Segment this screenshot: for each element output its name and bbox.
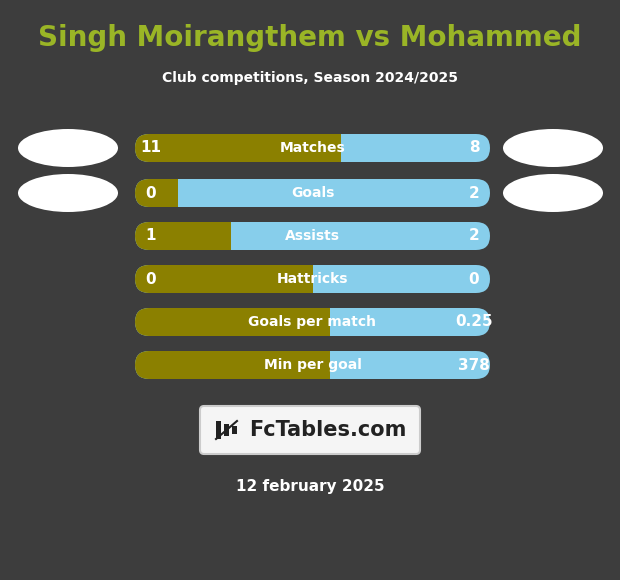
FancyBboxPatch shape: [135, 308, 330, 336]
FancyBboxPatch shape: [135, 134, 341, 162]
FancyBboxPatch shape: [135, 222, 490, 250]
Text: Matches: Matches: [280, 141, 345, 155]
Text: Hattricks: Hattricks: [277, 272, 348, 286]
FancyBboxPatch shape: [135, 265, 490, 293]
Bar: [316, 351, 330, 379]
FancyBboxPatch shape: [135, 308, 490, 336]
Text: Goals: Goals: [291, 186, 334, 200]
Text: 12 february 2025: 12 february 2025: [236, 478, 384, 494]
Text: FcTables.com: FcTables.com: [249, 420, 407, 440]
Ellipse shape: [18, 129, 118, 167]
Bar: [298, 265, 312, 293]
Ellipse shape: [503, 174, 603, 212]
Bar: [316, 308, 330, 336]
Text: 378: 378: [458, 357, 490, 372]
Text: 0: 0: [146, 271, 156, 287]
Ellipse shape: [18, 174, 118, 212]
FancyBboxPatch shape: [135, 222, 231, 250]
FancyBboxPatch shape: [135, 265, 312, 293]
FancyBboxPatch shape: [135, 351, 330, 379]
Text: 11: 11: [141, 140, 161, 155]
Bar: [327, 134, 341, 162]
Text: Club competitions, Season 2024/2025: Club competitions, Season 2024/2025: [162, 71, 458, 85]
Text: 8: 8: [469, 140, 479, 155]
Text: 0: 0: [469, 271, 479, 287]
FancyBboxPatch shape: [135, 351, 490, 379]
Bar: [216, 421, 221, 439]
Bar: [232, 426, 237, 434]
FancyBboxPatch shape: [135, 179, 490, 207]
Bar: [224, 424, 229, 436]
Text: 1: 1: [146, 229, 156, 244]
Text: Min per goal: Min per goal: [264, 358, 361, 372]
Text: 0.25: 0.25: [455, 314, 493, 329]
FancyBboxPatch shape: [135, 179, 177, 207]
Ellipse shape: [503, 129, 603, 167]
Text: 2: 2: [469, 186, 479, 201]
FancyBboxPatch shape: [135, 134, 490, 162]
FancyBboxPatch shape: [200, 406, 420, 454]
Text: Assists: Assists: [285, 229, 340, 243]
Text: 2: 2: [469, 229, 479, 244]
Bar: [217, 222, 231, 250]
Text: Singh Moirangthem vs Mohammed: Singh Moirangthem vs Mohammed: [38, 24, 582, 52]
Text: 0: 0: [146, 186, 156, 201]
Text: Goals per match: Goals per match: [249, 315, 376, 329]
Bar: [164, 179, 177, 207]
